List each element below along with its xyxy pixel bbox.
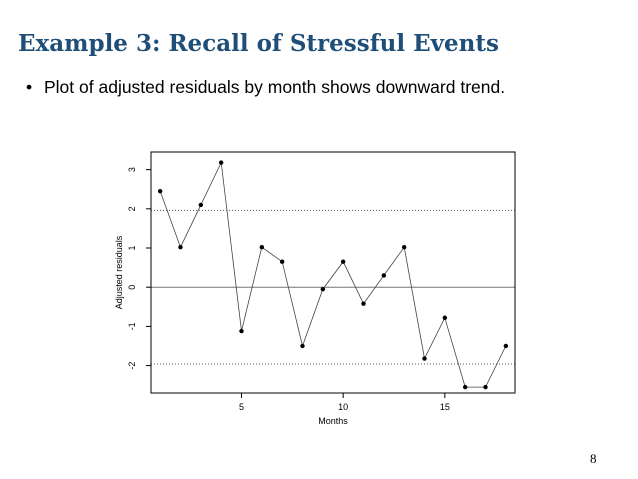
data-point <box>503 343 509 349</box>
bullet-marker: • <box>26 77 33 97</box>
data-point <box>320 286 326 292</box>
x-tick-label: 15 <box>440 402 450 412</box>
bullet-text: Plot of adjusted residuals by month show… <box>44 77 506 97</box>
y-tick-label: 1 <box>127 246 137 251</box>
data-point <box>279 259 285 264</box>
x-tick-label: 10 <box>338 402 348 412</box>
y-tick-label: -1 <box>127 322 137 330</box>
reference-lines <box>151 209 515 365</box>
data-point <box>178 245 183 250</box>
series-line <box>159 161 507 388</box>
data-point <box>462 384 468 390</box>
data-point <box>157 188 163 194</box>
data-point <box>239 328 244 334</box>
y-tick-label: 3 <box>127 167 137 172</box>
page-number: 8 <box>590 451 597 466</box>
data-markers <box>157 160 509 390</box>
y-tick-label: -2 <box>127 362 137 370</box>
data-point <box>483 384 488 390</box>
data-point <box>422 356 427 361</box>
y-tick-label: 0 <box>127 285 137 290</box>
data-point <box>340 259 346 264</box>
data-point <box>381 273 387 278</box>
y-tick-label: 2 <box>127 206 137 211</box>
data-point <box>218 160 224 165</box>
y-axis-label: Adjusted residuals <box>114 235 124 309</box>
series-line-group <box>159 161 507 388</box>
plot-frame <box>150 151 516 394</box>
y-axis: -2 -1 0 1 2 3 <box>127 167 151 370</box>
data-point <box>300 343 305 349</box>
data-point <box>361 301 366 306</box>
data-point <box>259 245 265 250</box>
x-tick-label: 5 <box>239 402 244 412</box>
data-point <box>198 202 204 208</box>
bullet-point: • Plot of adjusted residuals by month sh… <box>26 76 586 98</box>
data-point <box>401 245 407 250</box>
data-point <box>442 315 448 320</box>
x-axis: 5 10 15 <box>239 393 450 412</box>
slide-title: Example 3: Recall of Stressful Events <box>18 30 499 57</box>
x-axis-label: Months <box>318 416 348 426</box>
